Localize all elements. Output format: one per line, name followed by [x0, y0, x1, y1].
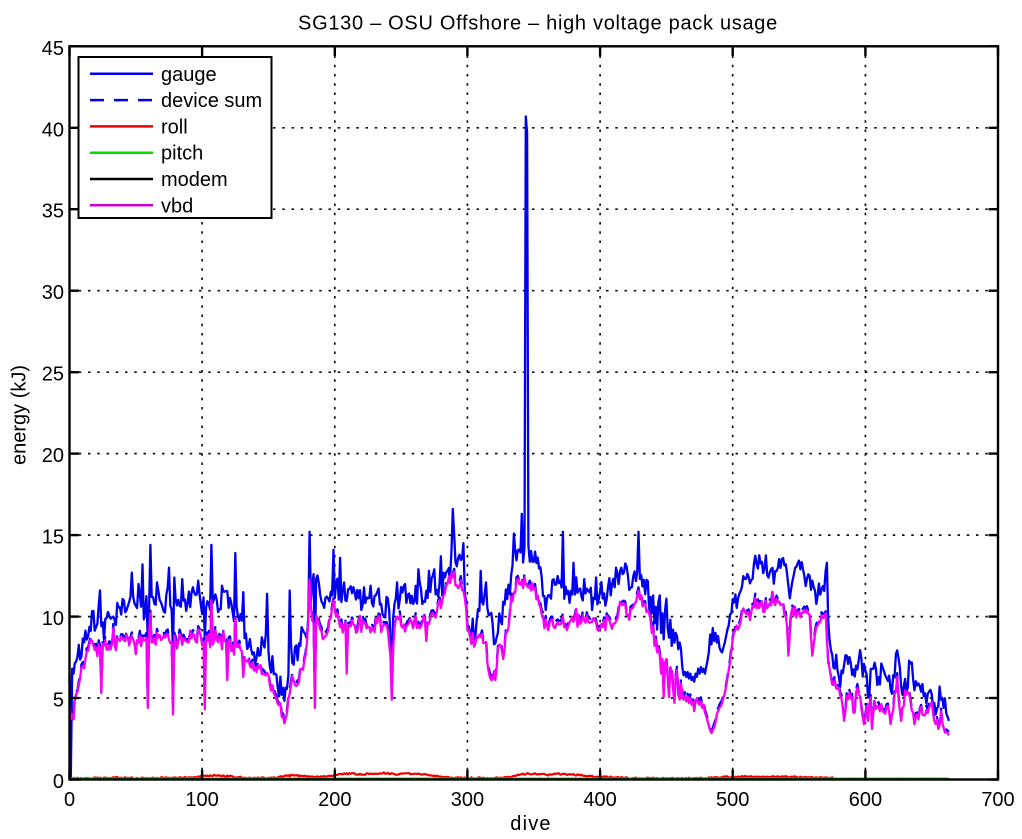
- svg-text:device sum: device sum: [161, 90, 262, 112]
- svg-text:40: 40: [42, 119, 64, 141]
- svg-text:45: 45: [42, 38, 64, 60]
- svg-text:roll: roll: [161, 116, 188, 138]
- svg-text:100: 100: [185, 789, 218, 811]
- svg-text:modem: modem: [161, 169, 228, 191]
- svg-text:300: 300: [451, 789, 484, 811]
- svg-text:0: 0: [64, 789, 75, 811]
- svg-text:500: 500: [716, 789, 749, 811]
- svg-text:pitch: pitch: [161, 143, 203, 165]
- svg-text:30: 30: [42, 282, 64, 304]
- svg-text:energy (kJ): energy (kJ): [9, 365, 31, 465]
- svg-text:700: 700: [981, 789, 1014, 811]
- svg-text:SG130 – OSU Offshore – high vo: SG130 – OSU Offshore – high voltage pack…: [298, 13, 778, 35]
- svg-text:vbd: vbd: [161, 195, 193, 217]
- svg-text:5: 5: [53, 690, 64, 712]
- svg-text:25: 25: [42, 364, 64, 386]
- svg-text:0: 0: [53, 771, 64, 793]
- svg-text:10: 10: [42, 608, 64, 630]
- svg-text:200: 200: [318, 789, 351, 811]
- svg-text:400: 400: [583, 789, 616, 811]
- svg-text:gauge: gauge: [161, 64, 217, 86]
- svg-text:600: 600: [849, 789, 882, 811]
- svg-text:20: 20: [42, 445, 64, 467]
- svg-text:dive: dive: [510, 813, 552, 835]
- svg-text:35: 35: [42, 201, 64, 223]
- svg-text:15: 15: [42, 527, 64, 549]
